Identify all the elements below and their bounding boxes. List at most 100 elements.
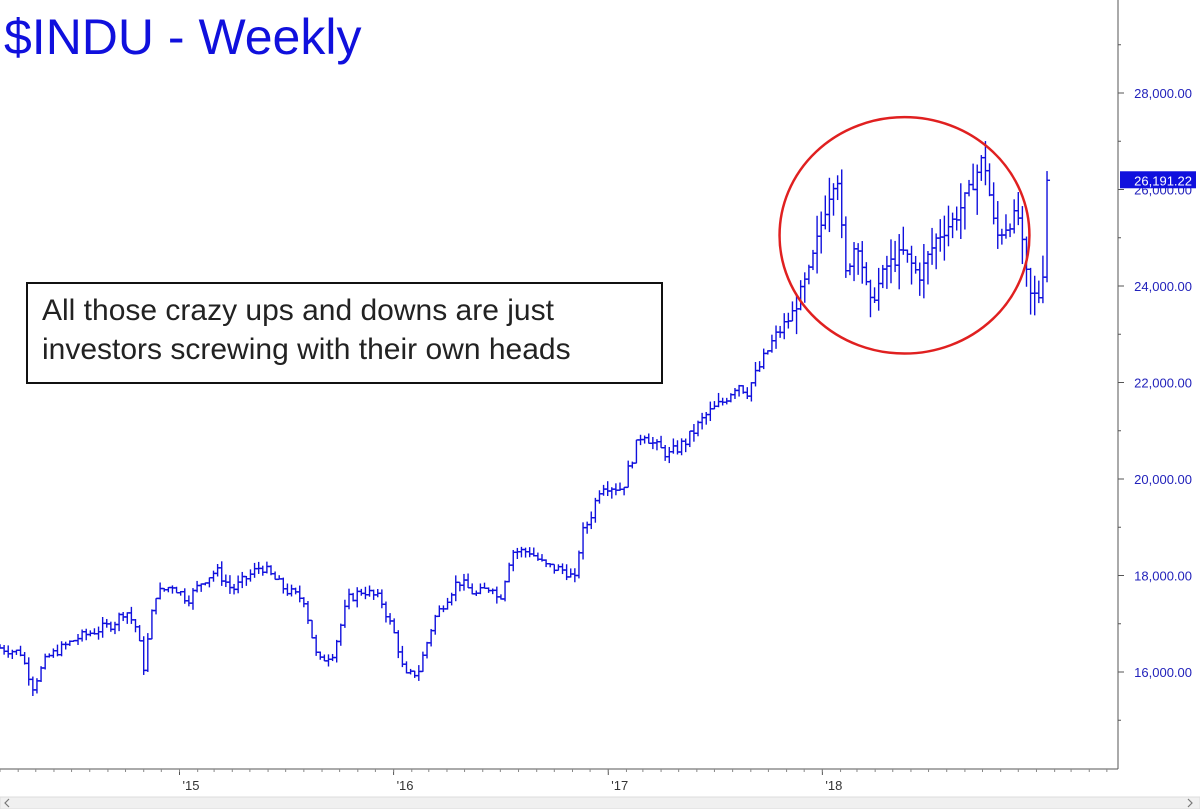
ohlc-bar [781, 313, 788, 340]
ohlc-bar [502, 580, 509, 602]
ohlc-bar [424, 641, 431, 659]
ohlc-bar [666, 446, 673, 464]
ohlc-bar [748, 382, 755, 402]
ohlc-bar [382, 601, 389, 623]
ohlc-bar [358, 588, 365, 596]
ohlc-bar [259, 565, 266, 576]
ohlc-bar [247, 569, 254, 582]
ohlc-bar [136, 625, 143, 642]
ohlc-bar [875, 267, 882, 311]
ohlc-bar [826, 177, 833, 233]
ohlc-bar [1039, 255, 1046, 304]
ohlc-bar [395, 630, 402, 659]
ohlc-bar [658, 435, 665, 449]
ohlc-bar [169, 585, 176, 594]
ohlc-bar [58, 641, 65, 657]
ohlc-bar [321, 654, 328, 662]
ohlc-bar [272, 571, 279, 581]
ohlc-bar [949, 212, 956, 239]
ohlc-bar [510, 549, 517, 572]
ohlc-bar [867, 279, 874, 318]
ohlc-bar [387, 613, 394, 625]
annotation-line-1: All those crazy ups and downs are just [42, 294, 555, 327]
ohlc-bar [173, 586, 180, 594]
ohlc-bar [21, 652, 28, 665]
scroll-right-icon[interactable] [1187, 798, 1193, 808]
ohlc-bar [924, 250, 931, 285]
scroll-left-icon[interactable] [4, 798, 10, 808]
ohlc-bar [391, 618, 398, 634]
ohlc-bar [522, 547, 529, 558]
ohlc-bar [760, 348, 767, 370]
annotation-line-2: investors screwing with their own heads [42, 333, 571, 366]
ohlc-bar [210, 570, 217, 582]
ohlc-bar [842, 216, 849, 278]
ohlc-bar [128, 606, 135, 624]
ohlc-bar [887, 239, 894, 284]
ohlc-bar [555, 564, 562, 572]
ohlc-bar [280, 577, 287, 594]
ohlc-bar [575, 550, 582, 579]
ohlc-bar [477, 583, 484, 595]
ohlc-bar [937, 219, 944, 252]
horizontal-scrollbar[interactable] [0, 796, 1200, 809]
ohlc-bar [214, 563, 221, 577]
ohlc-bar [588, 511, 595, 530]
ohlc-bar [460, 573, 467, 591]
ohlc-bar [912, 255, 919, 274]
x-tick-label: '17 [611, 778, 628, 793]
annotation-frame [26, 282, 663, 384]
ohlc-bar [715, 392, 722, 408]
ohlc-bar [1027, 267, 1034, 315]
ohlc-bar [892, 240, 899, 273]
x-axis-ticks: '15 '16 '17 '18 [0, 769, 1108, 793]
ohlc-bar [966, 179, 973, 197]
ohlc-bar [1044, 171, 1051, 283]
ohlc-bar [551, 563, 558, 574]
ohlc-bar [263, 561, 270, 574]
ohlc-bar [920, 244, 927, 299]
ohlc-bar [1007, 223, 1014, 238]
ohlc-bar [998, 228, 1005, 245]
ohlc-bar [469, 583, 476, 595]
ohlc-bar [111, 621, 118, 635]
ohlc-bar [904, 249, 911, 263]
ohlc-bar [296, 585, 303, 603]
ohlc-bar [645, 433, 652, 444]
annotation-box: All those crazy ups and downs are just i… [26, 282, 663, 384]
ohlc-bar [243, 575, 250, 586]
ohlc-bar [957, 183, 964, 239]
ohlc-bar [341, 599, 348, 628]
ohlc-bar [592, 497, 599, 523]
ohlc-bar [489, 588, 496, 595]
ohlc-bar [801, 272, 808, 303]
ohlc-bar [235, 575, 242, 594]
last-value-marker: 26,191.22 [1120, 171, 1196, 189]
ohlc-bar [300, 597, 307, 608]
ohlc-bar [883, 255, 890, 289]
ohlc-bar [773, 325, 780, 349]
ohlc-bar [699, 412, 706, 430]
ohlc-bar [1011, 199, 1018, 234]
y-tick-label: 18,000.00 [1134, 569, 1192, 584]
ohlc-bar [563, 564, 570, 581]
ohlc-bar [354, 587, 361, 608]
ohlc-bar [855, 243, 862, 275]
ohlc-bar [1, 645, 8, 655]
ohlc-bar [452, 575, 459, 602]
ohlc-bar [994, 201, 1001, 249]
ohlc-bar [945, 205, 952, 247]
ohlc-bar [584, 521, 591, 534]
ohlc-bar [153, 597, 160, 615]
ohlc-bar [908, 245, 915, 285]
ohlc-bar [124, 612, 131, 624]
ohlc-bar [140, 636, 147, 675]
ohlc-bar [559, 563, 566, 575]
ohlc-bar [896, 234, 903, 290]
ohlc-bar [834, 175, 841, 201]
ohlc-bar [456, 581, 463, 592]
ohlc-bar [185, 595, 192, 607]
scrollbar-track[interactable] [0, 796, 1200, 809]
ohlc-bar [346, 588, 353, 610]
last-value-label: 26,191.22 [1134, 173, 1192, 188]
